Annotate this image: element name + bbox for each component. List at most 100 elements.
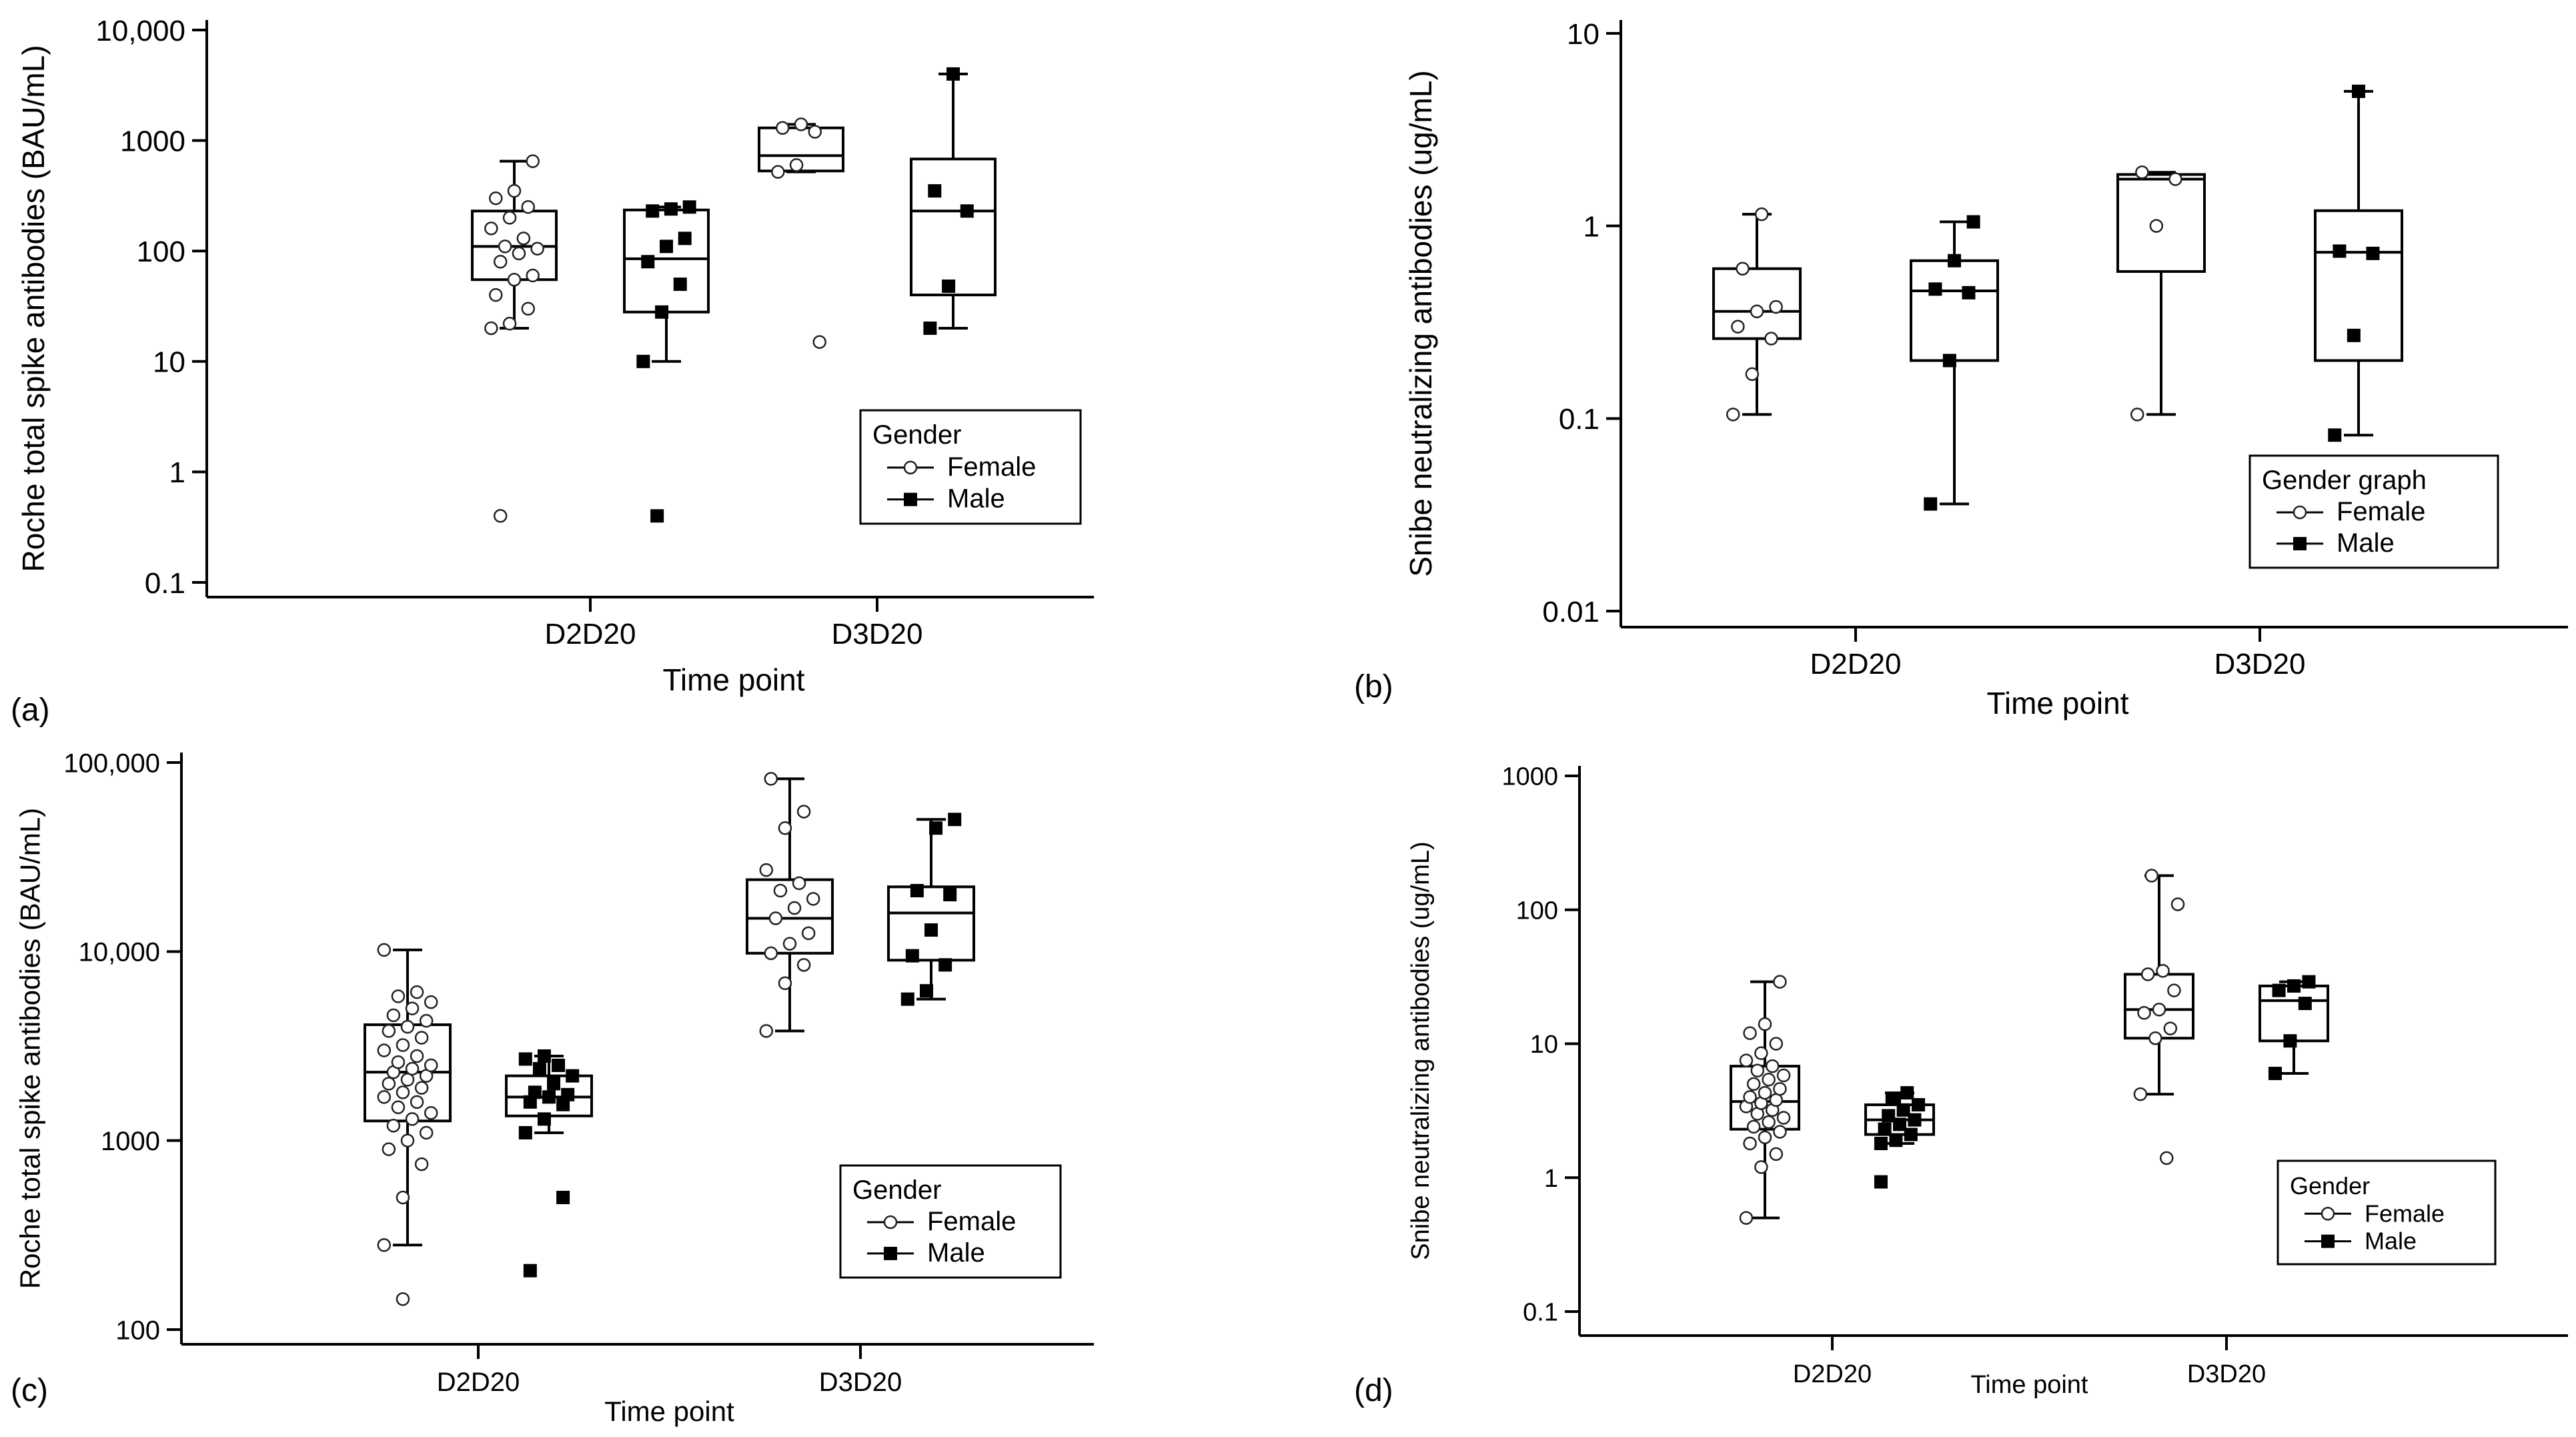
data-point-female <box>806 892 820 906</box>
data-point-female <box>526 154 540 168</box>
iqr-box <box>2259 984 2329 1043</box>
data-point-female <box>1764 332 1778 346</box>
panel-b: 0.01 0.1 1 10 Snibe neutralizing antibodies … <box>1354 18 2568 721</box>
data-point-male <box>1928 282 1942 296</box>
legend-entry-female: Female <box>2365 1200 2445 1227</box>
data-point-male <box>905 949 919 963</box>
data-point-female <box>1746 1119 1761 1134</box>
data-point-male <box>1942 354 1956 368</box>
data-point-female <box>1731 320 1745 334</box>
data-point-female <box>1750 304 1764 318</box>
box-plot-male-d2d20 <box>505 1049 593 1278</box>
data-point-female <box>1743 1136 1757 1151</box>
y-tick-label: 1000 <box>1501 763 1558 791</box>
data-point-female <box>405 1061 420 1076</box>
data-point-female <box>405 1001 420 1015</box>
data-point-male <box>655 305 669 319</box>
x-tick-label: D3D20 <box>2187 1360 2266 1388</box>
data-point-female <box>507 272 522 287</box>
data-point-male <box>1882 1109 1896 1123</box>
data-point-male <box>943 888 957 902</box>
y-axis-title: Roche total spike antibodies (BAU/mL) <box>16 45 51 572</box>
data-point-female <box>2168 172 2182 186</box>
data-point-female <box>2133 1087 2148 1101</box>
panel-label: (a) <box>11 692 50 728</box>
data-point-female <box>759 1024 774 1038</box>
data-point-male <box>523 1264 537 1278</box>
legend-male-marker <box>904 492 917 506</box>
data-point-female <box>1743 1090 1757 1104</box>
data-point-male <box>532 1061 546 1075</box>
data-point-female <box>2152 1003 2166 1017</box>
data-point-female <box>1769 1093 1784 1107</box>
data-point-male <box>2352 84 2365 98</box>
legend-entry-male: Male <box>947 484 1005 514</box>
data-point-female <box>1758 1017 1772 1031</box>
iqr-box <box>746 878 834 955</box>
legend-female-marker <box>2321 1207 2335 1221</box>
data-point-female <box>1758 1085 1772 1100</box>
y-tick-label: 1000 <box>101 1127 160 1156</box>
data-point-female <box>2156 964 2170 978</box>
legend-female-marker <box>903 460 918 475</box>
data-point-male <box>2287 979 2301 993</box>
data-point-female <box>377 1238 392 1252</box>
data-point-female <box>796 958 811 972</box>
data-point-female <box>1773 1125 1787 1139</box>
data-point-male <box>518 1052 532 1066</box>
data-point-female <box>484 321 498 336</box>
data-point-male <box>900 992 914 1006</box>
data-point-male <box>1874 1175 1888 1189</box>
data-point-female <box>502 316 517 331</box>
iqr-box <box>1712 267 1802 340</box>
y-tick-label: 1 <box>169 456 185 489</box>
data-point-female <box>796 805 811 819</box>
data-point-male <box>948 813 962 827</box>
iqr-box <box>1730 1065 1800 1131</box>
y-axis-title: Snibe neutralizing antibodies (ug/mL) <box>1407 841 1435 1260</box>
data-point-female <box>1769 1037 1784 1051</box>
legend-female-marker <box>883 1215 898 1230</box>
data-point-female <box>521 302 536 316</box>
legend-female-marker <box>2293 505 2307 520</box>
iqr-box <box>910 157 997 297</box>
data-point-female <box>400 1133 415 1147</box>
data-point-female <box>1750 1063 1765 1078</box>
data-point-female <box>2135 165 2149 179</box>
legend-entry-male: Male <box>2337 528 2395 558</box>
data-point-female <box>2130 407 2144 422</box>
legend-entry-male: Male <box>927 1238 985 1268</box>
data-point-male <box>547 1077 561 1091</box>
iqr-box <box>887 885 975 962</box>
data-point-female <box>386 1118 401 1133</box>
data-point-female <box>2167 983 2181 997</box>
box-plot-male-d3d20 <box>2314 84 2403 442</box>
data-point-female <box>2137 1005 2151 1020</box>
data-point-female <box>419 1013 434 1028</box>
data-point-male <box>2328 428 2342 442</box>
data-point-male <box>673 278 687 292</box>
y-tick-label: 1 <box>1583 211 1599 244</box>
data-point-female <box>1736 262 1750 276</box>
data-point-male <box>1874 1137 1888 1151</box>
data-point-female <box>502 211 517 225</box>
data-point-female <box>776 121 790 135</box>
x-axis-title: Time point <box>1971 1371 2088 1399</box>
data-point-female <box>2144 869 2159 883</box>
data-point-female <box>400 1019 415 1034</box>
data-point-female <box>1762 1072 1776 1087</box>
panel-label: (d) <box>1354 1373 1393 1408</box>
data-point-female <box>377 943 392 957</box>
legend-title: Gender graph <box>2262 466 2427 495</box>
data-point-female <box>493 254 508 269</box>
data-point-male <box>1904 1127 1918 1141</box>
data-point-female <box>396 1190 410 1205</box>
data-point-female <box>405 1112 420 1126</box>
data-point-female <box>812 335 826 349</box>
data-point-male <box>2298 997 2312 1011</box>
data-point-female <box>1746 1077 1761 1091</box>
data-point-female <box>419 1125 434 1140</box>
data-point-female <box>530 242 544 256</box>
data-point-female <box>1745 367 1760 382</box>
